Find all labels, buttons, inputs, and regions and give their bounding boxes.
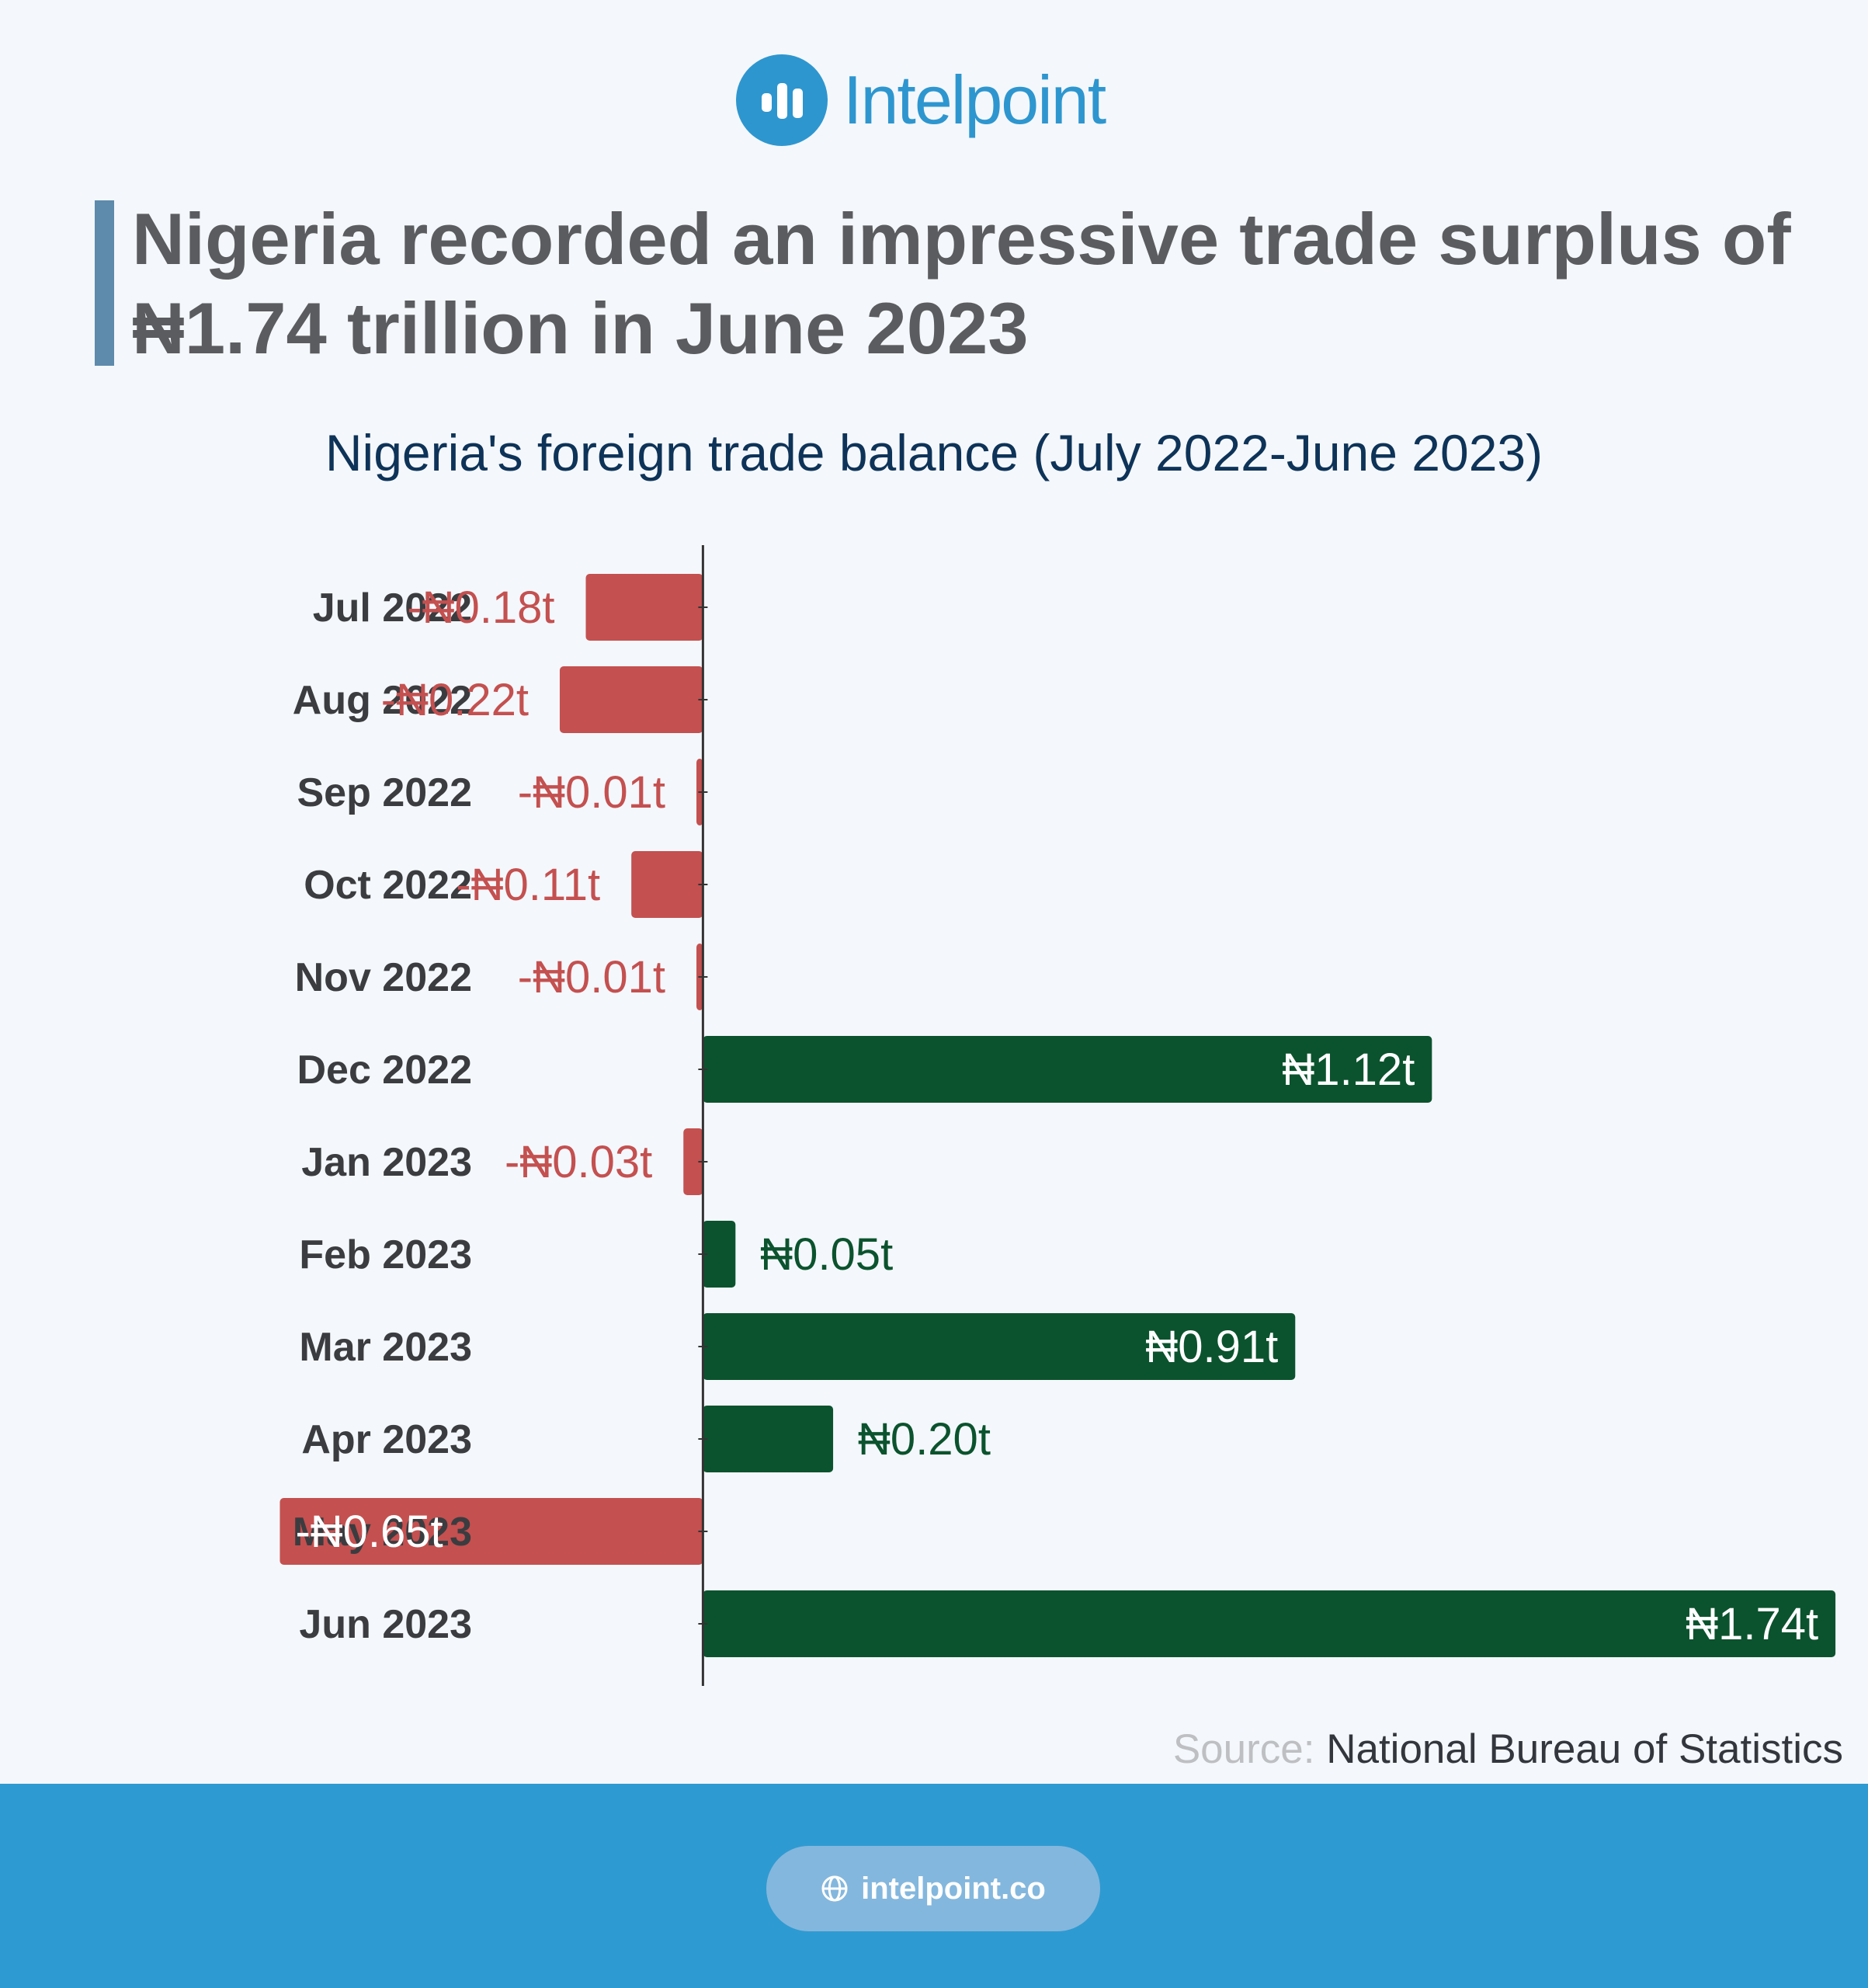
bar	[703, 1221, 736, 1288]
category-label: Jul 2022	[313, 586, 472, 631]
category-label: Dec 2022	[297, 1048, 472, 1093]
data-label: ₦0.20t	[858, 1414, 991, 1465]
category-label: Jan 2023	[301, 1140, 472, 1185]
data-label: -₦0.01t	[518, 767, 665, 818]
bar	[703, 1590, 1836, 1657]
data-label: ₦0.05t	[760, 1229, 893, 1280]
category-label: Sep 2022	[297, 770, 473, 815]
headline-accent-bar	[95, 200, 114, 366]
bar	[683, 1128, 703, 1195]
headline: Nigeria recorded an impressive trade sur…	[132, 198, 1791, 369]
trade-balance-bar-chart: Jul 2022-₦0.18t Aug 2022-₦0.22t Sep 2022 -₦…	[280, 545, 1836, 1686]
data-label: -₦0.18t	[407, 582, 554, 633]
bar	[631, 851, 703, 918]
website-link[interactable]: intelpoint.co	[766, 1846, 1100, 1931]
bar	[585, 574, 703, 641]
category-label: Jun 2023	[299, 1602, 472, 1647]
brand-name: Intelpoint	[843, 61, 1106, 138]
globe-icon	[821, 1875, 848, 1902]
data-label: -₦0.65t	[295, 1507, 443, 1557]
category-label: May 2023	[293, 1510, 472, 1555]
bar	[703, 1313, 1296, 1380]
category-label: Nov 2022	[295, 955, 472, 1000]
chart-title: Nigeria's foreign trade balance (July 20…	[325, 424, 1543, 481]
bar	[703, 1036, 1432, 1103]
category-label: Feb 2023	[299, 1232, 472, 1277]
source-label: Source:	[1172, 1726, 1315, 1772]
data-label: ₦1.74t	[1686, 1599, 1818, 1649]
data-label: -₦0.11t	[456, 860, 600, 910]
brand-logo: Intelpoint	[736, 54, 1106, 146]
category-label: Aug 2022	[293, 678, 472, 723]
category-label: Mar 2023	[299, 1325, 472, 1370]
source-note: Source: National Bureau of Statistics	[1173, 1726, 1843, 1773]
category-label: Oct 2022	[304, 863, 472, 908]
data-label: -₦0.03t	[505, 1137, 652, 1187]
bar-chart-logo-icon	[736, 54, 828, 146]
data-label: ₦1.12t	[1282, 1044, 1415, 1095]
category-label: Apr 2023	[301, 1417, 472, 1462]
bar	[280, 1498, 703, 1565]
data-label: ₦0.91t	[1145, 1322, 1278, 1372]
bar	[559, 666, 703, 733]
source-text: National Bureau of Statistics	[1326, 1726, 1843, 1772]
data-label: -₦0.22t	[381, 675, 529, 725]
data-label: -₦0.01t	[518, 952, 665, 1003]
website-url: intelpoint.co	[861, 1871, 1046, 1906]
bar	[703, 1406, 834, 1472]
